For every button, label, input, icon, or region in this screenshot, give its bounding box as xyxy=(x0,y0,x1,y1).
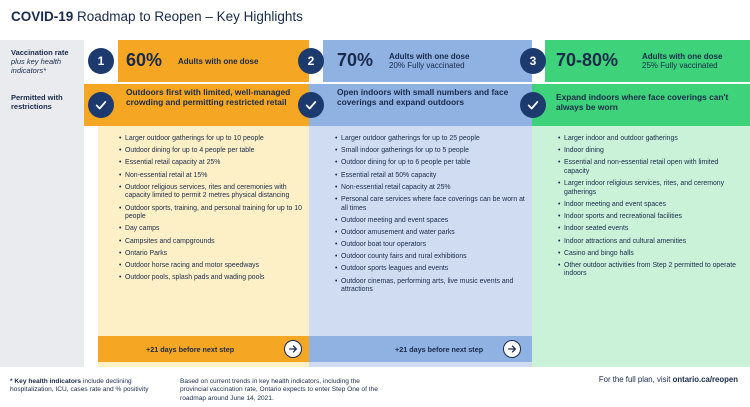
step-1-restriction-band xyxy=(84,84,309,126)
step-2-column: 2 70% Adults with one dose 20% Fully vac… xyxy=(298,40,532,367)
step-3-headline: Expand indoors where face coverings can'… xyxy=(556,92,729,112)
step-1-footer-text: +21 days before next step xyxy=(146,344,235,354)
step-3-column: 3 70-80% Adults with one dose 25% Fully … xyxy=(520,40,750,367)
full-plan-note: For the full plan, visit ontario.ca/reop… xyxy=(598,375,738,384)
list-item: Outdoor dining for up to 6 people per ta… xyxy=(335,159,527,168)
step-2-vaccination-desc: Adults with one dose 20% Fully vaccinate… xyxy=(389,52,470,70)
step-3-activity-list: Larger indoor and outdoor gatherings Ind… xyxy=(558,135,738,283)
list-item: Campsites and campgrounds xyxy=(119,238,309,247)
step-2-footer-text: +21 days before next step xyxy=(395,344,484,354)
list-item: Indoor sports and recreational facilitie… xyxy=(558,213,738,222)
step-1-vaccination-band xyxy=(84,40,309,82)
list-item: Outdoor amusement and water parks xyxy=(335,229,527,238)
row-label-column xyxy=(0,40,84,367)
list-item: Larger indoor religious services, rites,… xyxy=(558,180,738,197)
list-item: Ontario Parks xyxy=(119,250,309,259)
list-item: Essential and non-essential retail open … xyxy=(558,159,738,176)
step-2-vaccination-band xyxy=(309,40,532,82)
vaccination-rate-label: Vaccination rate plus key health indicat… xyxy=(11,48,69,75)
list-item: Outdoor sports leagues and events xyxy=(335,265,527,274)
page-title: COVID-19 Roadmap to Reopen – Key Highlig… xyxy=(11,9,303,24)
key-health-indicators-note: * Key health indicators include declinin… xyxy=(10,378,149,394)
list-item: Non-essential retail at 15% xyxy=(119,172,309,181)
step-3-vaccination-desc: Adults with one dose 25% Fully vaccinate… xyxy=(642,52,723,70)
list-item: Day camps xyxy=(119,225,309,234)
step-2-activity-list: Larger outdoor gatherings for up to 25 p… xyxy=(335,135,527,298)
step-3-restriction-band xyxy=(532,84,750,126)
step-2-vaccination-percent: 70% xyxy=(337,50,374,70)
step-1-activity-list: Larger outdoor gatherings for up to 10 p… xyxy=(119,135,309,286)
step-2-number-badge: 2 xyxy=(298,48,324,74)
list-item: Outdoor pools, splash pads and wading po… xyxy=(119,274,309,283)
arrow-right-icon[interactable] xyxy=(503,340,521,358)
step-1-headline: Outdoors first with limited, well-manage… xyxy=(126,87,291,107)
step-2-restriction-band xyxy=(309,84,532,126)
list-item: Casino and bingo halls xyxy=(558,250,738,259)
step-1-column: 1 60% Adults with one dose Outdoors firs… xyxy=(84,40,309,367)
step-1-number-badge: 1 xyxy=(88,48,114,74)
step-1-vaccination-desc: Adults with one dose xyxy=(178,57,259,66)
step-2-check-icon xyxy=(298,92,324,118)
list-item: Essential retail capacity at 25% xyxy=(119,159,309,168)
list-item: Indoor meeting and event spaces xyxy=(558,201,738,210)
list-item: Outdoor dining for up to 4 people per ta… xyxy=(119,147,309,156)
list-item: Outdoor meeting and event spaces xyxy=(335,217,527,226)
permitted-with-restrictions-label: Permitted with restrictions xyxy=(11,93,63,111)
list-item: Non-essential retail capacity at 25% xyxy=(335,184,527,193)
list-item: Outdoor boat tour operators xyxy=(335,241,527,250)
list-item: Larger outdoor gatherings for up to 25 p… xyxy=(335,135,527,144)
list-item: Indoor dining xyxy=(558,147,738,156)
list-item: Outdoor sports, training, and personal t… xyxy=(119,205,309,222)
list-item: Larger outdoor gatherings for up to 10 p… xyxy=(119,135,309,144)
list-item: Outdoor religious services, rites and ce… xyxy=(119,184,309,201)
list-item: Small indoor gatherings for up to 5 peop… xyxy=(335,147,527,156)
list-item: Outdoor horse racing and motor speedways xyxy=(119,262,309,271)
list-item: Other outdoor activities from Step 2 per… xyxy=(558,262,738,279)
ontario-reopen-link[interactable]: ontario.ca/reopen xyxy=(672,375,738,384)
step-1-check-icon xyxy=(88,92,114,118)
list-item: Personal care services where face coveri… xyxy=(335,196,527,213)
step-1-footer-bar: +21 days before next step xyxy=(98,336,309,362)
step-3-vaccination-band xyxy=(532,40,750,82)
list-item: Indoor seated events xyxy=(558,225,738,234)
step-3-check-icon xyxy=(520,92,546,118)
list-item: Indoor attractions and cultural amenitie… xyxy=(558,238,738,247)
list-item: Outdoor cinemas, performing arts, live m… xyxy=(335,278,527,295)
step-1-vaccination-percent: 60% xyxy=(126,50,163,70)
arrow-right-icon[interactable] xyxy=(284,340,302,358)
step-3-number-badge: 3 xyxy=(520,48,546,74)
list-item: Larger indoor and outdoor gatherings xyxy=(558,135,738,144)
list-item: Essential retail at 50% capacity xyxy=(335,172,527,181)
step-2-headline: Open indoors with small numbers and face… xyxy=(337,87,509,107)
step-2-footer-bar: +21 days before next step xyxy=(309,336,532,362)
trend-note: Based on current trends in key health in… xyxy=(180,378,378,402)
step-3-vaccination-percent: 70-80% xyxy=(556,50,619,70)
list-item: Outdoor county fairs and rural exhibitio… xyxy=(335,253,527,262)
